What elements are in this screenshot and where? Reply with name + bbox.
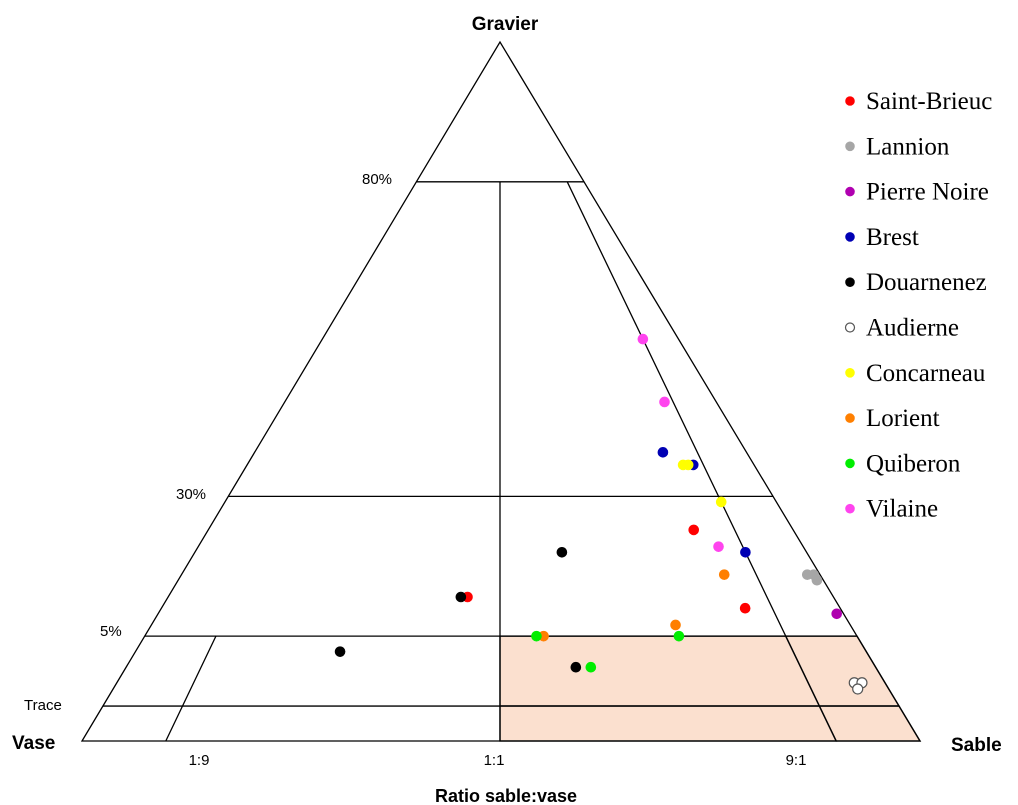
data-point bbox=[659, 396, 670, 408]
vertex-label-top: Gravier bbox=[472, 14, 539, 35]
vertex-label-left: Vase bbox=[12, 733, 55, 754]
gravel-level-label: Trace bbox=[24, 697, 62, 714]
triangle-outline bbox=[80, 40, 922, 742]
data-point bbox=[831, 608, 843, 620]
legend-label: Lorient bbox=[866, 405, 940, 432]
data-point bbox=[585, 661, 597, 673]
legend-marker bbox=[844, 322, 856, 333]
legend-label: Pierre Noire bbox=[866, 179, 989, 206]
ratio-tick-label: 9:1 bbox=[786, 752, 807, 769]
legend: Saint-Brieuc Lannion Pierre Noire Brest Doua… bbox=[844, 88, 992, 523]
legend-label: Vilaine bbox=[866, 496, 938, 523]
gravel-level-label: 5% bbox=[100, 623, 122, 640]
legend-marker bbox=[845, 458, 855, 469]
legend-marker bbox=[845, 96, 855, 106]
data-point bbox=[657, 447, 669, 458]
folk-boundary-lines bbox=[80, 40, 922, 742]
data-point bbox=[673, 630, 685, 642]
ratio-tick-label: 1:1 bbox=[484, 752, 505, 769]
vertex-label-right: Sable bbox=[951, 735, 1002, 756]
data-point bbox=[334, 646, 346, 657]
ratio-tick-label: 1:9 bbox=[189, 752, 210, 769]
highlight-region bbox=[818, 705, 922, 742]
data-point bbox=[570, 661, 582, 673]
legend-label: Audierne bbox=[866, 315, 959, 342]
legend-marker bbox=[845, 277, 855, 288]
highlight-regions bbox=[499, 635, 922, 742]
ratio-boundary-line bbox=[566, 181, 837, 742]
data-point bbox=[715, 496, 727, 508]
data-point bbox=[531, 630, 542, 642]
legend-marker bbox=[845, 141, 855, 152]
legend-marker bbox=[845, 503, 855, 514]
data-point bbox=[713, 541, 724, 552]
legend-marker bbox=[845, 232, 855, 242]
legend-label: Brest bbox=[866, 224, 919, 251]
data-point bbox=[718, 569, 730, 580]
data-point bbox=[677, 459, 689, 471]
gravel-level-label: 80% bbox=[362, 171, 392, 188]
legend-label: Lannion bbox=[866, 133, 950, 160]
data-point bbox=[455, 591, 467, 603]
legend-label: Concarneau bbox=[866, 360, 986, 387]
x-axis-title: Ratio sable:vase bbox=[435, 786, 577, 805]
legend-label: Douarnenez bbox=[866, 269, 987, 296]
legend-marker bbox=[845, 367, 855, 378]
highlight-region bbox=[499, 635, 821, 707]
gravel-level-label: 30% bbox=[176, 486, 206, 503]
data-point bbox=[852, 683, 864, 695]
data-point bbox=[670, 619, 681, 631]
legend-marker bbox=[845, 413, 855, 423]
data-point bbox=[740, 546, 751, 558]
legend-label: Saint-Brieuc bbox=[866, 88, 992, 115]
highlight-region bbox=[499, 705, 838, 742]
ratio-boundary-line bbox=[165, 635, 217, 742]
data-point bbox=[811, 574, 823, 586]
data-point bbox=[637, 333, 649, 345]
data-point bbox=[688, 524, 700, 536]
data-point bbox=[739, 602, 751, 614]
data-points bbox=[334, 333, 868, 695]
legend-marker bbox=[845, 186, 855, 197]
legend-label: Quiberon bbox=[866, 450, 961, 477]
data-point bbox=[556, 546, 568, 558]
